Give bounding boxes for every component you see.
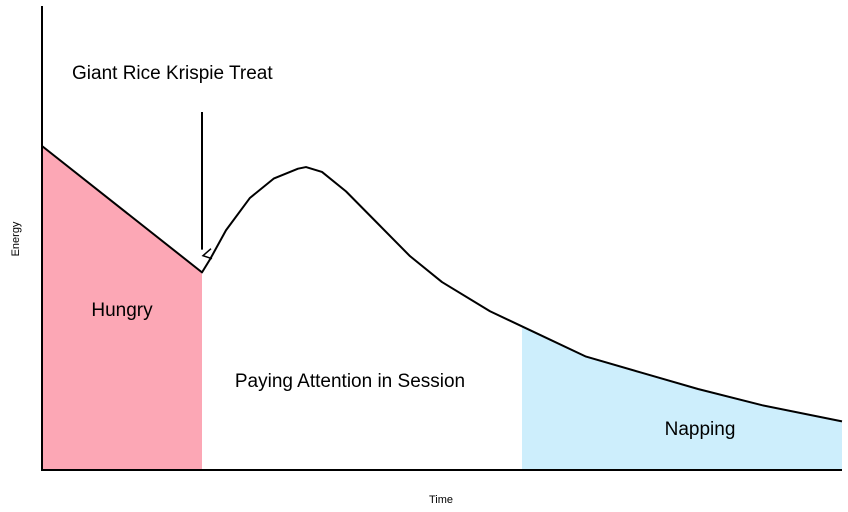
- region-label-napping: Napping: [665, 419, 736, 440]
- annotation-label: Giant Rice Krispie Treat: [72, 63, 273, 84]
- region-labels: Hungry Paying Attention in Session Napping: [91, 300, 735, 440]
- region-napping-fill: [522, 326, 842, 470]
- region-hungry-fill: [42, 146, 202, 470]
- y-axis-label: Energy: [10, 221, 22, 256]
- region-label-hungry: Hungry: [91, 300, 153, 321]
- x-axis-label: Time: [429, 494, 453, 506]
- annotation-arrow: [201, 112, 213, 260]
- energy-curve: [41, 145, 843, 423]
- region-fills: [42, 146, 842, 470]
- region-paying-attention-in-session-fill: [202, 167, 522, 470]
- region-label-paying-attention-in-session: Paying Attention in Session: [235, 371, 465, 392]
- annotation-arrow-head: [201, 248, 213, 260]
